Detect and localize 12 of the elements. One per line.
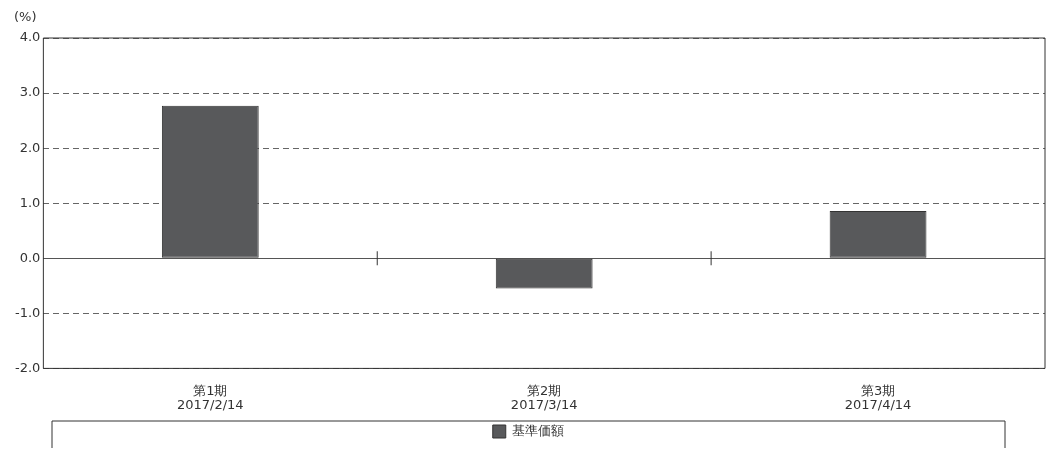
y-tick-label: -1.0 xyxy=(14,304,41,320)
legend-label: 基準価額 xyxy=(512,422,565,438)
y-axis-title: (%) xyxy=(14,8,37,24)
y-tick-label: 0.0 xyxy=(19,249,41,265)
x-tick-label: 第1期 2017/2/14 xyxy=(176,382,244,413)
y-tick-label: 1.0 xyxy=(19,194,41,210)
y-tick-label: 4.0 xyxy=(19,29,41,45)
y-tick-label: -2.0 xyxy=(14,359,41,375)
y-tick-label: 3.0 xyxy=(19,84,41,100)
x-tick-label: 第2期 2017/3/14 xyxy=(510,382,578,413)
x-tick-label: 第3期 2017/4/14 xyxy=(844,382,912,413)
y-tick-label: 2.0 xyxy=(19,139,41,155)
